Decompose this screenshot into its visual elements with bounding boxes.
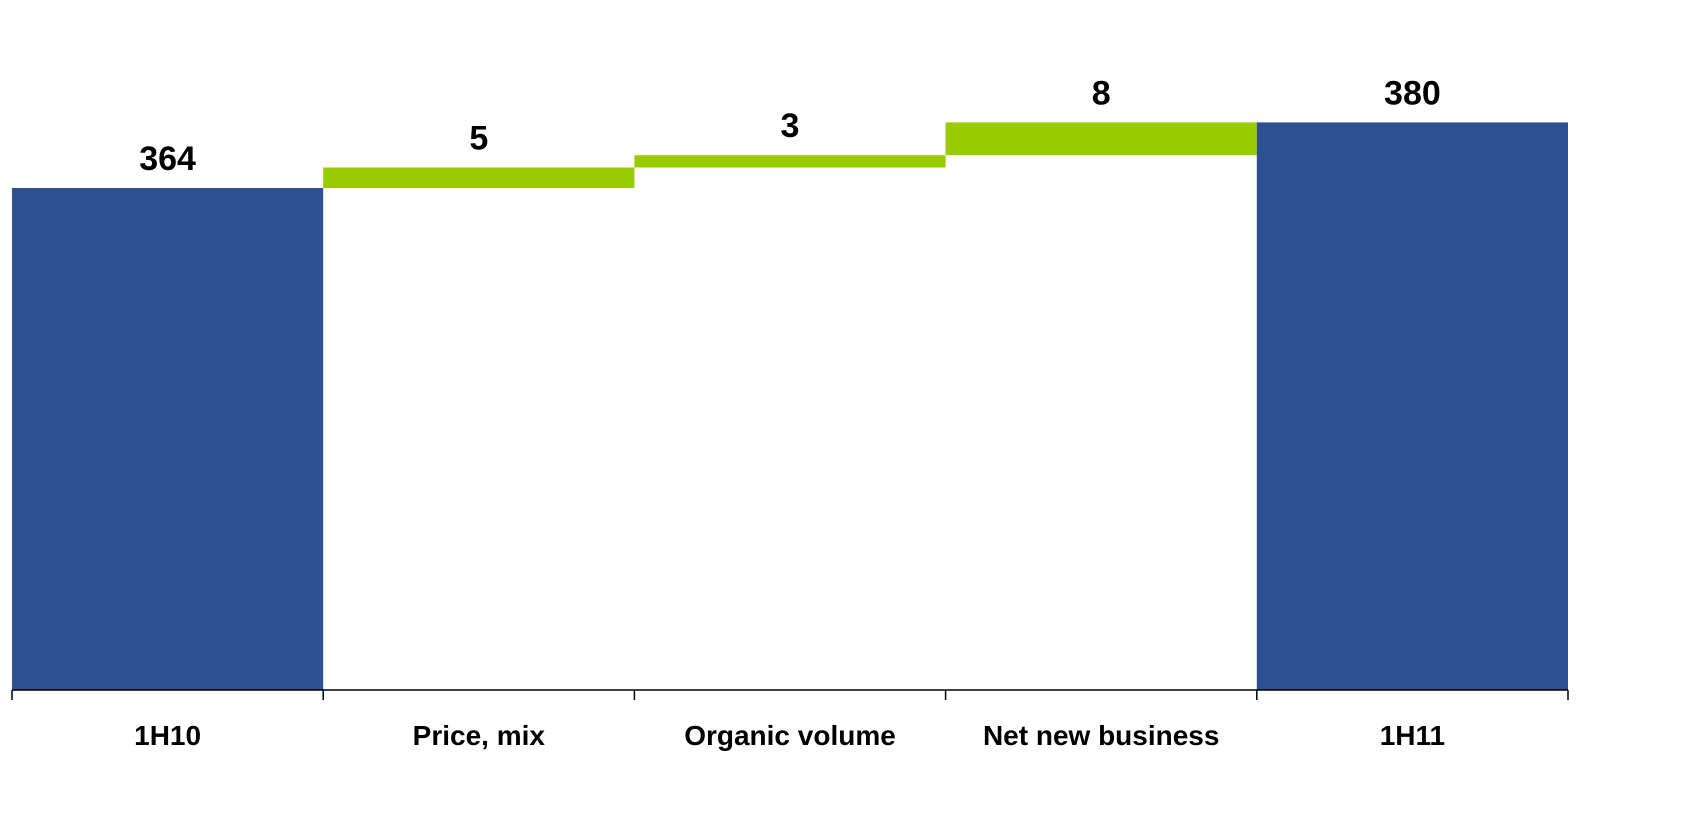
data-label-4: 380 <box>1384 74 1441 112</box>
bar-4 <box>1256 122 1568 690</box>
bar-1 <box>323 167 635 188</box>
category-label-0: 1H10 <box>134 720 201 751</box>
bars-group <box>12 122 1568 690</box>
category-label-1: Price, mix <box>413 720 546 751</box>
data-label-1: 5 <box>469 120 488 158</box>
bar-0 <box>12 188 324 690</box>
category-label-4: 1H11 <box>1380 720 1445 751</box>
category-labels-group: 1H10 Price, mix Organic volume Net new busi… <box>134 720 1445 751</box>
x-axis-ticks-group <box>11 690 1569 700</box>
data-label-2: 3 <box>781 107 800 145</box>
category-label-3: Net new business <box>983 720 1220 751</box>
data-labels-group: 364 5 3 8 380 <box>139 74 1441 178</box>
category-label-2: Organic volume <box>684 720 896 751</box>
data-label-0: 364 <box>139 140 196 178</box>
bar-3 <box>945 122 1257 156</box>
data-label-3: 8 <box>1092 74 1111 112</box>
bar-2 <box>634 155 946 168</box>
